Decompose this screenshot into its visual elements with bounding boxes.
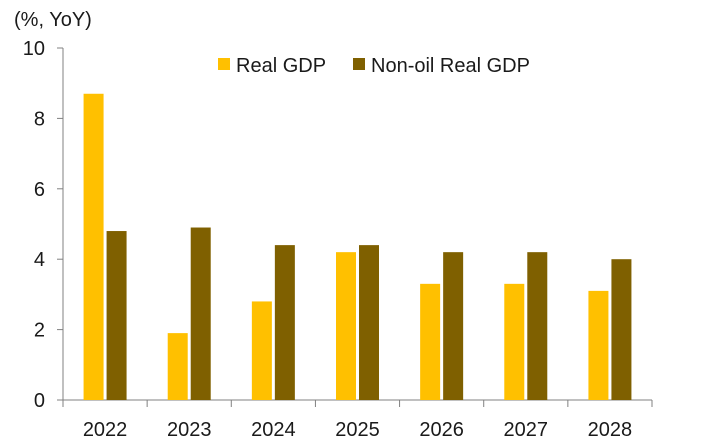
legend-swatch-real-gdp <box>218 58 230 70</box>
y-tick-label: 4 <box>34 249 45 271</box>
bar-non-oil-real-gdp-2028 <box>611 259 632 400</box>
bar-real-gdp-2024 <box>251 301 272 400</box>
y-tick-label: 2 <box>34 320 45 342</box>
legend-label-real-gdp: Real GDP <box>236 55 326 77</box>
y-tick-label: 8 <box>34 108 45 130</box>
y-tick-label: 10 <box>23 38 45 60</box>
bar-non-oil-real-gdp-2027 <box>527 252 548 400</box>
bar-non-oil-real-gdp-2025 <box>359 245 379 400</box>
bar-non-oil-real-gdp-2024 <box>274 245 295 400</box>
bar-non-oil-real-gdp-2022 <box>106 231 127 400</box>
bar-real-gdp-2027 <box>504 283 525 400</box>
legend: Real GDP Non-oil Real GDP <box>218 55 530 77</box>
x-tick-label-2024: 2024 <box>251 419 296 441</box>
x-tick-label-2022: 2022 <box>83 419 128 441</box>
x-tick-label-2027: 2027 <box>504 419 549 441</box>
x-tick-label-2023: 2023 <box>167 419 212 441</box>
bar-real-gdp-2022 <box>83 93 104 400</box>
bar-real-gdp-2028 <box>588 290 609 400</box>
y-axis: 0 2 4 6 8 10 <box>23 38 64 412</box>
x-tick-label-2025: 2025 <box>335 419 380 441</box>
y-tick-label: 0 <box>34 390 45 412</box>
bars-group <box>83 93 632 400</box>
bar-non-oil-real-gdp-2026 <box>443 252 464 400</box>
x-axis: 2022 2023 2024 2025 2026 2027 2028 <box>62 399 653 441</box>
bar-real-gdp-2025 <box>336 252 356 400</box>
legend-swatch-non-oil-real-gdp <box>353 58 365 70</box>
x-tick-label-2028: 2028 <box>588 419 633 441</box>
x-tick-label-2026: 2026 <box>419 419 464 441</box>
legend-label-non-oil-real-gdp: Non-oil Real GDP <box>371 55 530 77</box>
y-axis-unit-label: (%, YoY) <box>14 9 92 31</box>
bar-non-oil-real-gdp-2023 <box>190 227 211 400</box>
bar-real-gdp-2023 <box>167 333 188 400</box>
y-tick-label: 6 <box>34 179 45 201</box>
bar-real-gdp-2026 <box>420 283 441 400</box>
